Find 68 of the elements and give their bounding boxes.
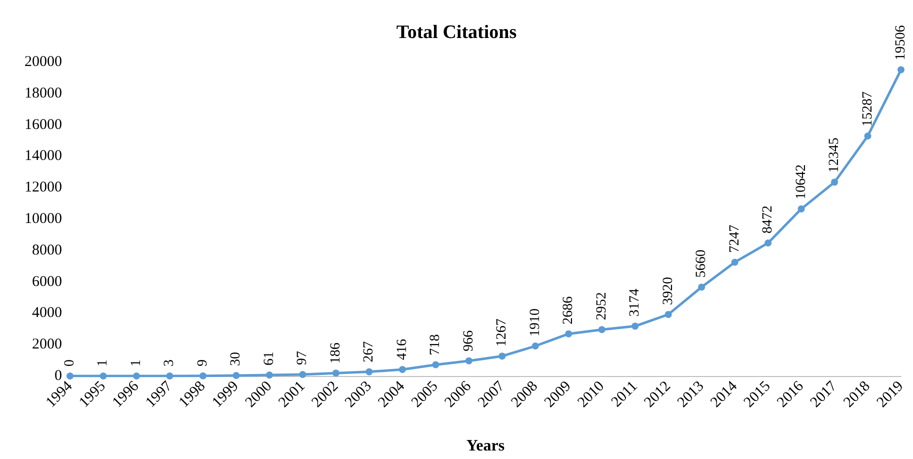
point — [731, 258, 738, 266]
data-label: 267 — [362, 341, 377, 362]
data-label: 30 — [228, 352, 244, 366]
data-label: 15287 — [860, 91, 876, 126]
point — [299, 370, 306, 378]
y-tick-label: 14000 — [24, 148, 62, 164]
point — [100, 372, 107, 380]
x-axis-title: Years — [466, 438, 505, 454]
x-tick-label: 1999 — [209, 378, 242, 411]
data-label: 7247 — [727, 224, 742, 253]
data-label: 186 — [328, 342, 344, 364]
y-tick-label: 4000 — [32, 305, 62, 322]
data-label: 97 — [295, 350, 310, 365]
y-tick-label: 0 — [54, 368, 62, 384]
data-label: 3920 — [660, 276, 676, 305]
data-label: 1267 — [494, 318, 510, 347]
point — [366, 368, 373, 376]
y-tick-label: 8000 — [32, 242, 62, 258]
point — [632, 322, 639, 330]
point — [232, 372, 240, 380]
data-label: 718 — [428, 334, 444, 356]
point — [864, 132, 872, 140]
data-label: 1910 — [528, 308, 543, 337]
x-tick-label: 2011 — [608, 378, 641, 410]
point — [465, 357, 472, 364]
point — [432, 361, 440, 368]
y-tick-label: 2000 — [32, 336, 62, 353]
data-label: 966 — [461, 330, 476, 352]
data-label: 2686 — [561, 296, 576, 324]
point — [132, 372, 140, 380]
point — [764, 239, 772, 246]
point — [199, 372, 206, 380]
point — [332, 370, 340, 377]
data-label: 3174 — [628, 288, 643, 317]
y-tick-label: 18000 — [24, 85, 62, 102]
y-tick-label: 16000 — [24, 116, 62, 133]
data-label: 0 — [62, 360, 78, 366]
y-tick-label: 10000 — [24, 211, 62, 227]
point — [831, 178, 838, 186]
data-label: 1 — [96, 359, 111, 366]
data-label: 5660 — [694, 250, 710, 278]
data-label: 12345 — [827, 138, 842, 173]
data-label: 3 — [162, 359, 178, 366]
y-tick-label: 12000 — [24, 180, 62, 196]
data-label: 19506 — [894, 25, 908, 60]
y-tick-label: 6000 — [32, 274, 62, 290]
point — [898, 66, 904, 74]
data-label: 2952 — [594, 292, 610, 320]
point — [664, 310, 672, 318]
data-label: 8472 — [760, 205, 776, 234]
point — [532, 342, 539, 350]
data-label: 1 — [128, 359, 144, 366]
point — [498, 352, 506, 360]
point — [266, 372, 273, 379]
data-label: 416 — [394, 338, 410, 360]
data-label: 9 — [195, 359, 210, 366]
y-tick-label: 20000 — [24, 54, 62, 70]
point — [598, 326, 606, 334]
point — [66, 372, 74, 380]
point — [798, 205, 805, 212]
chart-title: Total Citations — [396, 22, 517, 43]
point — [698, 284, 706, 291]
data-label: 10642 — [794, 164, 809, 200]
point — [166, 372, 174, 380]
data-label: 61 — [262, 352, 277, 366]
x-tick-label: 2001 — [276, 378, 308, 411]
point — [565, 330, 572, 338]
point — [398, 366, 406, 373]
